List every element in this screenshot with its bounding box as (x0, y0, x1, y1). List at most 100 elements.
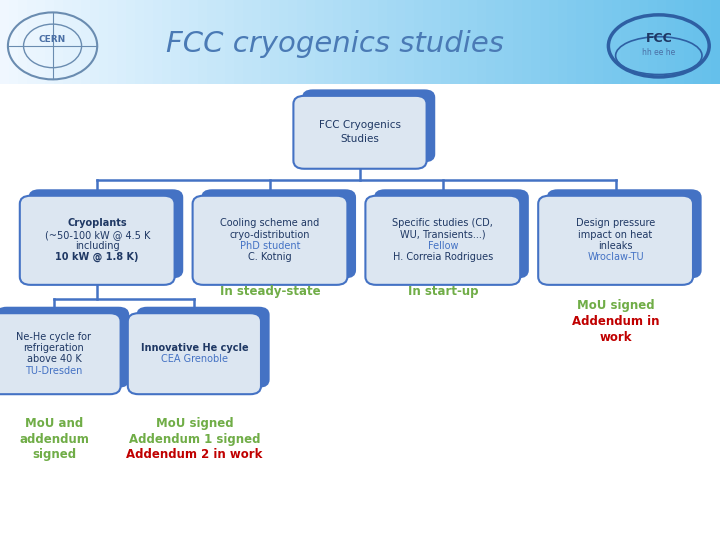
Bar (477, 0, 486, 84)
Bar (351, 0, 360, 84)
Text: refrigeration: refrigeration (24, 343, 84, 353)
FancyBboxPatch shape (137, 307, 269, 388)
Bar (270, 0, 279, 84)
Bar (99, 0, 108, 84)
Bar (639, 0, 648, 84)
Text: Fellow: Fellow (428, 241, 458, 251)
Bar (234, 0, 243, 84)
Text: MoU signed: MoU signed (156, 417, 233, 430)
Bar (45, 0, 54, 84)
Text: Addendum 2 in work: Addendum 2 in work (126, 448, 263, 461)
Bar (279, 0, 288, 84)
Bar (648, 0, 657, 84)
Bar (567, 0, 576, 84)
Bar (153, 0, 162, 84)
Bar (297, 0, 306, 84)
Text: C. Kotnig: C. Kotnig (248, 252, 292, 262)
Text: FCC: FCC (645, 32, 672, 45)
Bar (612, 0, 621, 84)
Text: signed: signed (32, 448, 76, 461)
Bar (18, 0, 27, 84)
Text: FCC Cryogenics
Studies: FCC Cryogenics Studies (319, 120, 401, 144)
Text: CERN: CERN (39, 35, 66, 44)
Bar (531, 0, 540, 84)
Text: Cryoplants: Cryoplants (68, 218, 127, 228)
Text: Innovative He cycle: Innovative He cycle (140, 343, 248, 353)
Bar (36, 0, 45, 84)
Bar (261, 0, 270, 84)
Text: Addendum 1 signed: Addendum 1 signed (129, 433, 260, 446)
Bar (342, 0, 351, 84)
Bar (333, 0, 342, 84)
Text: TU-Dresden: TU-Dresden (25, 366, 83, 376)
Bar (450, 0, 459, 84)
FancyBboxPatch shape (0, 307, 130, 388)
Bar (522, 0, 531, 84)
Bar (198, 0, 207, 84)
FancyBboxPatch shape (192, 195, 347, 285)
Bar (504, 0, 513, 84)
Bar (540, 0, 549, 84)
Bar (117, 0, 126, 84)
Bar (108, 0, 117, 84)
FancyBboxPatch shape (20, 195, 174, 285)
Text: inleaks: inleaks (598, 241, 633, 251)
FancyBboxPatch shape (128, 313, 261, 394)
Text: Design pressure: Design pressure (576, 218, 655, 228)
Text: CEA Grenoble: CEA Grenoble (161, 354, 228, 364)
Bar (558, 0, 567, 84)
Text: H. Correia Rodrigues: H. Correia Rodrigues (392, 252, 493, 262)
Text: including: including (75, 241, 120, 251)
Text: cryo-distribution: cryo-distribution (230, 230, 310, 240)
Text: 10 kW @ 1.8 K): 10 kW @ 1.8 K) (55, 252, 139, 262)
Text: In start-up: In start-up (408, 285, 478, 298)
Bar (495, 0, 504, 84)
Bar (711, 0, 720, 84)
Text: work: work (599, 331, 632, 344)
Text: hh ee he: hh ee he (642, 48, 675, 57)
Bar (369, 0, 378, 84)
Bar (0, 0, 9, 84)
Bar (486, 0, 495, 84)
Bar (666, 0, 675, 84)
Bar (414, 0, 423, 84)
Bar (423, 0, 432, 84)
Text: Ne-He cycle for: Ne-He cycle for (17, 332, 91, 342)
FancyBboxPatch shape (294, 96, 426, 168)
Bar (693, 0, 702, 84)
Bar (54, 0, 63, 84)
Bar (90, 0, 99, 84)
Bar (585, 0, 594, 84)
Bar (630, 0, 639, 84)
Text: WU, Transients...): WU, Transients...) (400, 230, 485, 240)
Bar (306, 0, 315, 84)
Bar (72, 0, 81, 84)
Bar (675, 0, 684, 84)
Bar (135, 0, 144, 84)
Bar (315, 0, 324, 84)
Bar (225, 0, 234, 84)
Bar (207, 0, 216, 84)
Bar (243, 0, 252, 84)
Bar (9, 0, 18, 84)
FancyBboxPatch shape (0, 313, 121, 394)
Bar (684, 0, 693, 84)
Text: MoU signed: MoU signed (577, 299, 654, 312)
Text: MoU and: MoU and (25, 417, 83, 430)
Text: Wroclaw-TU: Wroclaw-TU (588, 252, 644, 262)
Text: PhD student: PhD student (240, 241, 300, 251)
Bar (576, 0, 585, 84)
Bar (549, 0, 558, 84)
Bar (621, 0, 630, 84)
Text: Cooling scheme and: Cooling scheme and (220, 218, 320, 228)
Text: Specific studies (CD,: Specific studies (CD, (392, 218, 493, 228)
FancyBboxPatch shape (302, 89, 435, 162)
FancyBboxPatch shape (365, 195, 520, 285)
Bar (360, 0, 369, 84)
Text: FCC cryogenics studies: FCC cryogenics studies (166, 30, 504, 58)
Bar (378, 0, 387, 84)
Text: addendum: addendum (19, 433, 89, 446)
FancyBboxPatch shape (29, 189, 183, 279)
Bar (468, 0, 477, 84)
FancyBboxPatch shape (201, 189, 356, 279)
